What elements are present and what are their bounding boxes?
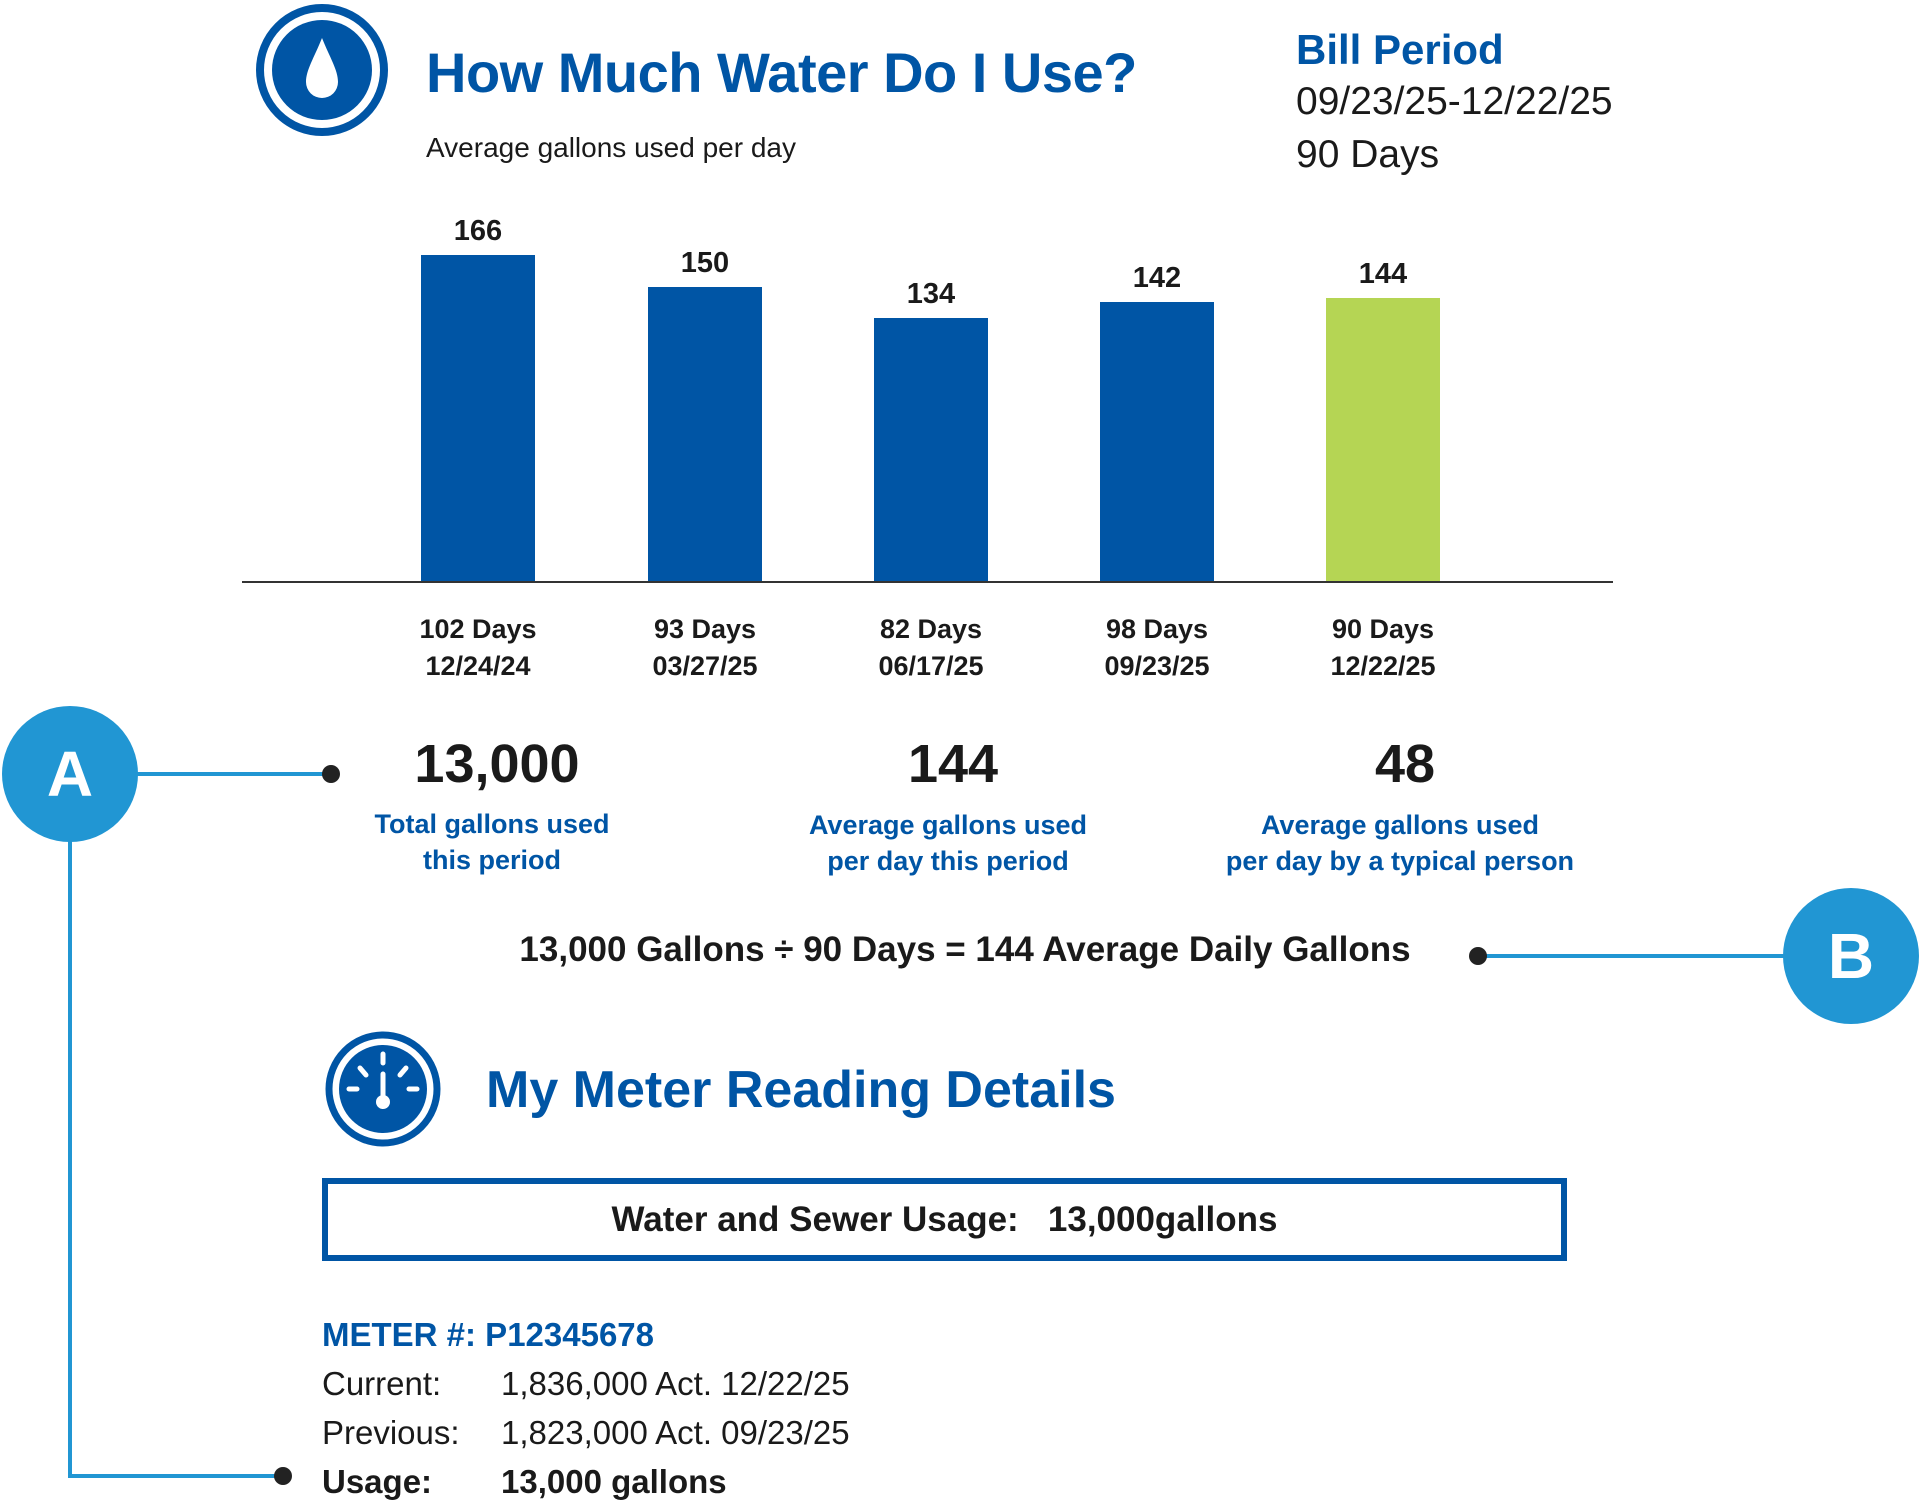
bar-4 (1326, 298, 1440, 582)
usage-bar-chart: 166 102 Days 12/24/24 150 93 Days 03/27/25 134… (0, 0, 1920, 700)
gauge-icon (325, 1031, 441, 1147)
x-label-0: 102 Days 12/24/24 (378, 611, 578, 685)
water-sewer-usage-box: Water and Sewer Usage: 13,000gallons (322, 1178, 1567, 1261)
x-label-days: 93 Days (653, 614, 757, 644)
bar-value-label-3: 142 (1132, 262, 1182, 295)
total-gallons-value: 13,000 (414, 734, 580, 794)
avg-gallons-label-2: per day this period (827, 846, 1069, 876)
x-label-days: 98 Days (1105, 614, 1209, 644)
bar-1 (648, 286, 762, 582)
callout-b-dot (1469, 947, 1487, 965)
x-label-date: 12/22/25 (1330, 651, 1436, 681)
callout-a-usage-dot (274, 1467, 292, 1485)
chart-subtitle: Average gallons used per day (426, 132, 796, 163)
bill-period-dates: 09/23/25-12/22/25 (1296, 80, 1613, 123)
bar-3 (1100, 302, 1214, 582)
bar-value-label-2: 134 (906, 278, 956, 311)
previous-label: Previous: (322, 1414, 460, 1451)
callout-a: A (2, 706, 138, 842)
x-label-1: 93 Days 03/27/25 (605, 611, 805, 685)
x-label-2: 82 Days 06/17/25 (831, 611, 1031, 685)
bar-0 (421, 255, 535, 582)
total-gallons-label-1: Total gallons used (374, 809, 610, 839)
usage-row: Usage: 13,000 gallons (322, 1463, 727, 1501)
callout-a-vertical-line (68, 840, 72, 1478)
avg-gallons-label-1: Average gallons used (808, 810, 1088, 840)
x-label-date: 03/27/25 (652, 651, 758, 681)
previous-reading-row: Previous: 1,823,000 Act. 09/23/25 (322, 1414, 850, 1452)
meter-section-title: My Meter Reading Details (486, 1061, 1116, 1119)
current-value: 1,836,000 Act. 12/22/25 (501, 1365, 850, 1402)
total-gallons-label-2: this period (422, 845, 561, 875)
x-label-4: 90 Days 12/22/25 (1283, 611, 1483, 685)
bar-value-label-0: 166 (453, 215, 503, 247)
bar-value-label-4: 144 (1358, 258, 1408, 291)
water-drop-icon (256, 4, 388, 136)
callout-b-line (1478, 954, 1788, 958)
callout-a-dot (322, 765, 340, 783)
meter-number: METER #: P12345678 (322, 1316, 655, 1353)
usage-formula: 13,000 Gallons ÷ 90 Days = 144 Average D… (519, 930, 1411, 969)
callout-a-bottom-line (68, 1474, 282, 1478)
bar-value-label-1: 150 (680, 246, 730, 279)
x-label-date: 06/17/25 (878, 651, 984, 681)
current-label: Current: (322, 1365, 442, 1402)
bill-period-days: 90 Days (1296, 133, 1440, 176)
callout-b: B (1783, 888, 1919, 1024)
previous-value: 1,823,000 Act. 09/23/25 (501, 1414, 850, 1451)
usage-value: 13,000 gallons (501, 1463, 727, 1500)
bill-period-title: Bill Period (1296, 26, 1504, 73)
callout-a-line (136, 772, 332, 776)
x-label-date: 09/23/25 (1104, 651, 1210, 681)
typical-person-label-1: Average gallons used (1260, 810, 1540, 840)
chart-baseline (242, 581, 1613, 583)
page-title: How Much Water Do I Use? (426, 41, 1137, 104)
bar-2 (874, 318, 988, 582)
x-label-3: 98 Days 09/23/25 (1057, 611, 1257, 685)
current-reading-row: Current: 1,836,000 Act. 12/22/25 (322, 1365, 850, 1403)
x-label-days: 82 Days (879, 614, 983, 644)
x-label-days: 90 Days (1331, 614, 1435, 644)
typical-person-label-2: per day by a typical person (1225, 846, 1575, 876)
usage-label: Usage: (322, 1463, 433, 1500)
typical-person-value: 48 (1374, 734, 1436, 794)
avg-gallons-value: 144 (907, 734, 999, 794)
x-label-days: 102 Days (419, 614, 537, 644)
x-label-date: 12/24/24 (425, 651, 531, 681)
